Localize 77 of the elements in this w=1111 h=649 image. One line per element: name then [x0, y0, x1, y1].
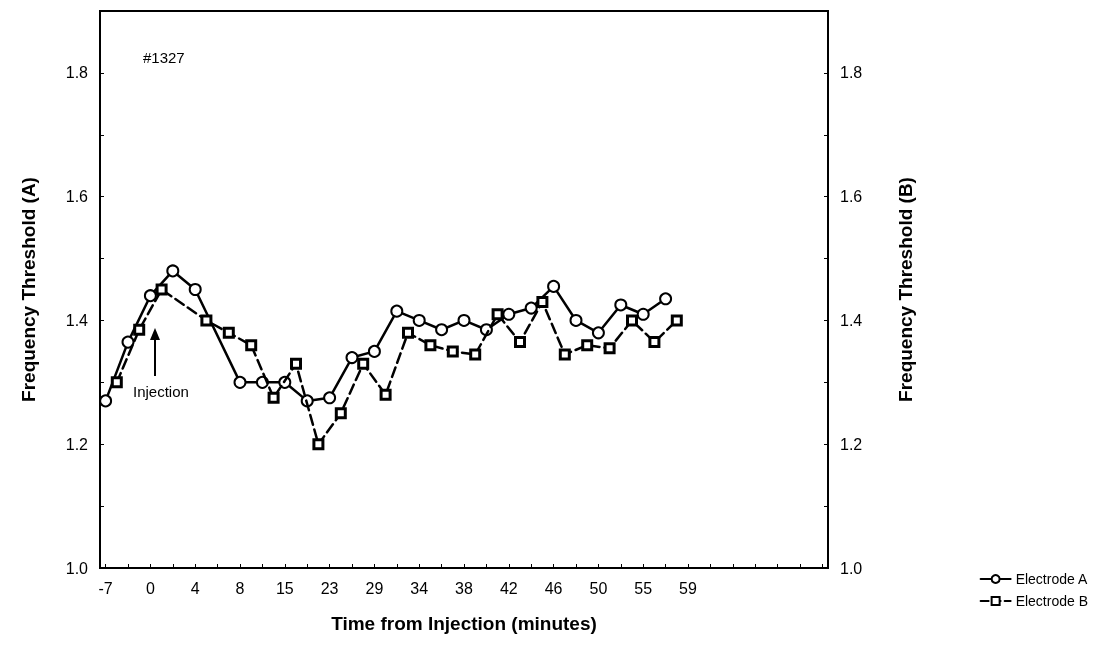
legend-label: Electrode B: [1015, 593, 1088, 609]
x-tick-label: 42: [499, 579, 518, 597]
x-tick-label: -7: [98, 579, 113, 597]
x-tick-label: 50: [589, 579, 608, 597]
y2-tick-label: 1.6: [840, 188, 863, 206]
point: [457, 313, 471, 327]
y-tick-label: 1.2: [65, 435, 89, 453]
point: [435, 323, 449, 337]
point: [390, 304, 404, 318]
y2-tick-label: 1.4: [840, 311, 863, 329]
y-axis-title: Frequency Threshold (A): [18, 177, 39, 402]
x-tick-label: 55: [634, 579, 653, 597]
point: [670, 314, 683, 327]
point: [502, 307, 516, 321]
x-axis-title: Time from Injection (minutes): [331, 613, 597, 634]
y-tick-label: 1.4: [65, 311, 89, 329]
point: [614, 298, 628, 312]
point: [143, 289, 157, 303]
point: [379, 388, 392, 401]
x-tick-label: 15: [275, 579, 294, 597]
point: [345, 351, 359, 365]
point: [99, 394, 113, 408]
point: [547, 279, 561, 293]
point: [166, 264, 180, 278]
point: [222, 326, 235, 339]
y2-tick-label: 1.2: [840, 435, 863, 453]
point: [536, 295, 549, 308]
y2-axis-title: Frequency Threshold (B): [895, 177, 916, 402]
point: [524, 301, 538, 315]
x-tick-label: 23: [320, 579, 339, 597]
y2-tick-label: 1.0: [840, 559, 863, 577]
point: [245, 339, 258, 352]
point: [367, 344, 381, 358]
point: [581, 339, 594, 352]
x-tick-label: 38: [455, 579, 473, 597]
point: [659, 292, 673, 306]
point: [312, 438, 325, 451]
y-tick-label: 1.0: [65, 559, 89, 577]
annotation: Injection: [133, 383, 189, 400]
point: [402, 326, 414, 339]
point: [446, 345, 459, 358]
point: [334, 407, 347, 420]
point: [357, 357, 370, 370]
x-tick-label: 8: [235, 579, 245, 597]
x-tick-label: 29: [365, 579, 384, 597]
y2-tick-label: 1.8: [840, 64, 863, 82]
point: [133, 323, 146, 336]
x-tick-label: 46: [544, 579, 563, 597]
point: [569, 313, 583, 327]
point: [636, 307, 650, 321]
point: [626, 314, 638, 327]
point: [200, 314, 213, 327]
point: [558, 348, 571, 361]
point: [155, 283, 168, 296]
point: [267, 391, 280, 404]
point: [233, 375, 247, 389]
point: [323, 391, 337, 405]
point: [648, 336, 661, 349]
x-tick-label: 59: [679, 579, 697, 597]
y-tick-label: 1.8: [65, 64, 89, 82]
point: [469, 348, 482, 361]
x-tick-label: 34: [410, 579, 429, 597]
point: [424, 339, 437, 352]
point: [188, 283, 202, 296]
point: [514, 336, 526, 349]
point: [603, 342, 616, 355]
y-tick-label: 1.6: [65, 188, 89, 206]
x-tick-label: 0: [145, 579, 155, 597]
point: [591, 326, 605, 340]
point: [110, 376, 123, 389]
annotation: #1327: [143, 49, 185, 66]
legend-label: Electrode A: [1015, 571, 1088, 587]
point: [412, 313, 426, 327]
x-tick-label: 4: [190, 579, 200, 597]
point: [290, 357, 302, 370]
point: [491, 308, 504, 321]
point: [121, 335, 135, 349]
